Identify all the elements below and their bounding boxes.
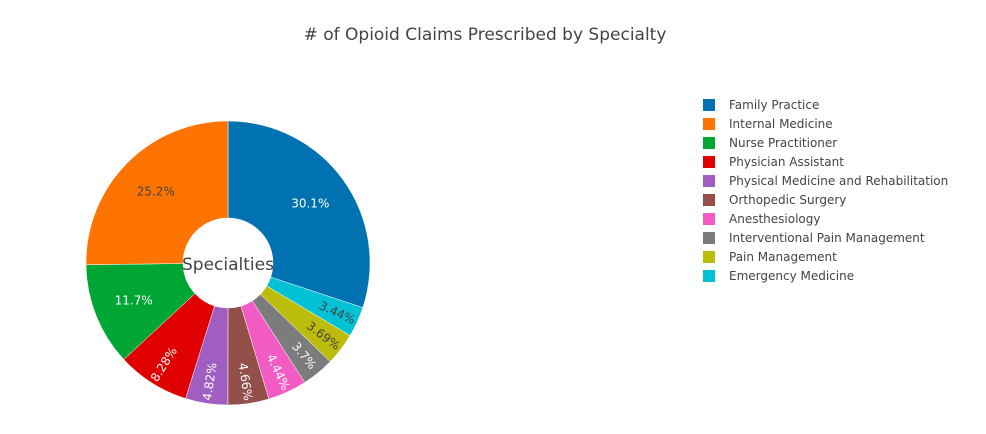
legend-swatch — [703, 118, 715, 130]
legend-label: Family Practice — [729, 98, 819, 112]
legend-item[interactable]: Internal Medicine — [703, 117, 833, 131]
slice-label: 30.1% — [291, 197, 329, 211]
legend-label: Nurse Practitioner — [729, 136, 837, 150]
legend-swatch — [703, 213, 715, 225]
slice-label: 11.7% — [115, 294, 153, 308]
legend-item[interactable]: Orthopedic Surgery — [703, 193, 846, 207]
pie-slices — [85, 120, 371, 406]
legend-item[interactable]: Physician Assistant — [703, 155, 844, 169]
legend-label: Orthopedic Surgery — [729, 193, 846, 207]
center-label: Specialties — [182, 255, 274, 275]
legend-item[interactable]: Physical Medicine and Rehabilitation — [703, 174, 948, 188]
legend-item[interactable]: Emergency Medicine — [703, 269, 854, 283]
slice-label: 4.82% — [200, 362, 220, 402]
legend-label: Anesthesiology — [729, 212, 820, 226]
legend-swatch — [703, 99, 715, 111]
legend-item[interactable]: Anesthesiology — [703, 212, 820, 226]
legend-item[interactable]: Interventional Pain Management — [703, 231, 925, 245]
legend-swatch — [703, 137, 715, 149]
legend-swatch — [703, 194, 715, 206]
legend-label: Interventional Pain Management — [729, 231, 925, 245]
legend-label: Internal Medicine — [729, 117, 833, 131]
legend-swatch — [703, 156, 715, 168]
legend-swatch — [703, 270, 715, 282]
slice-label: 4.66% — [236, 362, 255, 402]
legend-swatch — [703, 175, 715, 187]
legend-swatch — [703, 232, 715, 244]
chart-title: # of Opioid Claims Prescribed by Special… — [304, 25, 667, 45]
legend: Family Practice Internal Medicine Nurse Pr… — [703, 98, 948, 283]
pie-slice-internal-medicine[interactable] — [85, 120, 229, 265]
legend-item[interactable]: Nurse Practitioner — [703, 136, 837, 150]
legend-item[interactable]: Family Practice — [703, 98, 819, 112]
slice-label: 25.2% — [137, 185, 175, 199]
legend-swatch — [703, 251, 715, 263]
legend-label: Emergency Medicine — [729, 269, 854, 283]
legend-label: Physician Assistant — [729, 155, 844, 169]
legend-label: Pain Management — [729, 250, 837, 264]
legend-item[interactable]: Pain Management — [703, 250, 837, 264]
donut-hole — [183, 218, 273, 308]
legend-label: Physical Medicine and Rehabilitation — [729, 174, 948, 188]
